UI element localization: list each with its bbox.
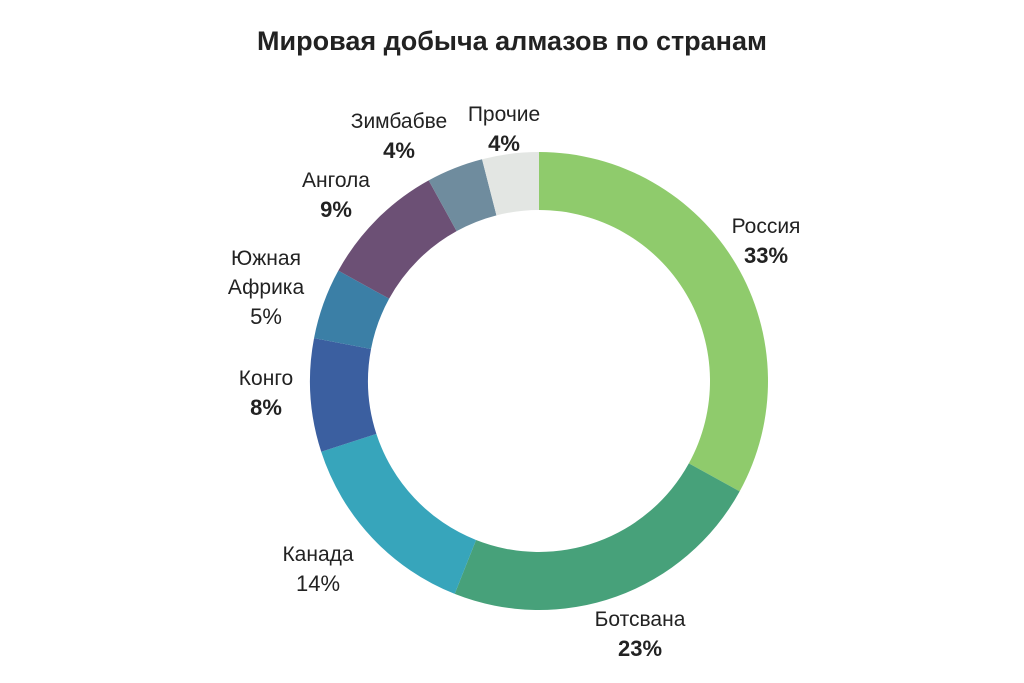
slice-label-name: Канада	[282, 543, 354, 566]
slice-label: Ботсвана 23%	[595, 605, 686, 663]
slice-value-label: 4%	[488, 131, 520, 156]
slice-0	[539, 152, 769, 492]
slice-5	[338, 180, 457, 299]
slice-label: Зимбабве 4%	[351, 107, 447, 165]
slice-6	[428, 159, 497, 232]
slice-label: Россия 33%	[732, 212, 801, 270]
slice-value-label: 4%	[383, 138, 415, 163]
slice-label-name: Зимбабве	[350, 110, 448, 133]
slice-label-name: Прочие	[467, 103, 541, 126]
slice-value-label: 9%	[320, 197, 352, 222]
slice-label-name: Африка	[227, 276, 305, 299]
slice-value-label: 33%	[743, 243, 789, 268]
slice-label: Прочие 4%	[468, 100, 540, 158]
slice-label: Южная Африка 5%	[228, 244, 304, 331]
slice-2	[321, 433, 477, 594]
slice-3	[309, 338, 377, 452]
slice-label-name: Конго	[238, 367, 294, 390]
slice-label-name: Ангола	[302, 169, 370, 192]
slice-label: Ангола 9%	[302, 166, 370, 224]
slice-label: Конго 8%	[239, 364, 293, 422]
slice-label: Канада 14%	[282, 540, 353, 598]
slice-value-label: 5%	[250, 304, 282, 329]
slice-1	[454, 463, 740, 611]
slice-value-label: 14%	[295, 571, 341, 596]
slice-label-name: Россия	[731, 215, 801, 238]
slice-label-name: Ботсвана	[594, 608, 686, 631]
slice-value-label: 23%	[617, 636, 663, 661]
slice-label-name: Южная	[231, 247, 301, 270]
slice-4	[314, 270, 390, 349]
chart-title: Мировая добыча алмазов по странам	[257, 26, 767, 56]
slice-7	[482, 152, 539, 216]
slice-value-label: 8%	[250, 395, 282, 420]
